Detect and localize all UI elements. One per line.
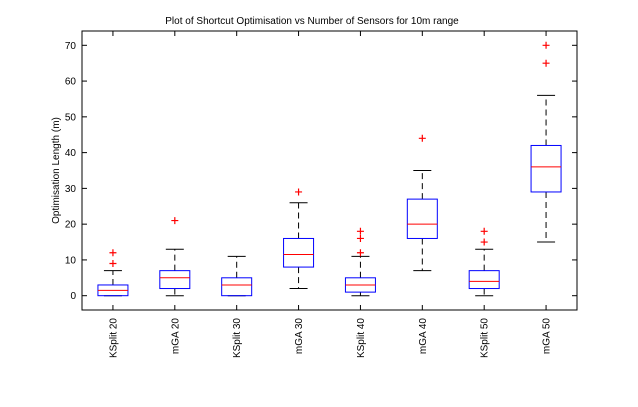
x-tick-label: mGA 20 [170,318,181,355]
y-tick-label: 30 [65,184,77,195]
x-tick-label: mGA 40 [418,318,429,355]
y-tick-label: 10 [65,255,77,266]
interquartile-box [468,270,500,290]
outlier-marker [356,234,364,242]
interquartile-box [406,198,438,239]
outlier-marker [109,249,117,257]
y-tick-label: 0 [70,291,76,302]
outlier-marker [418,134,426,142]
x-tick-label: KSplit 20 [108,318,119,358]
x-tick-label: KSplit 30 [232,318,243,358]
box-ksplit-50 [468,227,500,297]
x-tick-label: mGA 30 [294,318,305,355]
y-axis: 0 10 20 30 40 50 60 70 [65,41,577,302]
outlier-marker [356,249,364,257]
x-tick-label: KSplit 50 [480,318,491,358]
x-tick-label: KSplit 40 [356,318,367,358]
outlier-marker [109,260,117,267]
y-tick-label: 60 [65,77,77,88]
outlier-marker [295,188,303,196]
outlier-marker [480,238,488,246]
box-ksplit-30 [221,255,253,297]
outlier-marker [542,41,550,49]
box-ksplit-20 [97,249,129,297]
outlier-marker [356,227,364,235]
boxes-group [97,41,562,297]
y-tick-label: 50 [65,112,77,123]
interquartile-box [283,237,315,268]
outlier-marker [171,217,179,225]
x-tick-label: mGA 50 [542,318,553,355]
chart-title: Plot of Shortcut Optimisation vs Number … [165,16,459,27]
box-mga-20 [159,217,191,297]
outlier-marker [480,227,488,235]
y-tick-label: 70 [65,41,77,52]
y-axis-label: Optimisation Length (m) [51,117,62,224]
outlier-marker [542,59,550,67]
box-ksplit-40 [344,227,376,297]
y-tick-label: 20 [65,220,77,231]
plot-area-frame [81,30,578,311]
box-mga-40 [406,134,438,272]
interquartile-box [159,270,191,290]
y-tick-label: 40 [65,148,77,159]
box-mga-50 [530,41,562,243]
box-mga-30 [283,188,315,290]
x-axis: KSplit 20 mGA 20 KSplit 30 mGA 30 KSplit 40 m… [108,31,553,358]
interquartile-box [221,277,253,297]
interquartile-box [530,144,562,193]
